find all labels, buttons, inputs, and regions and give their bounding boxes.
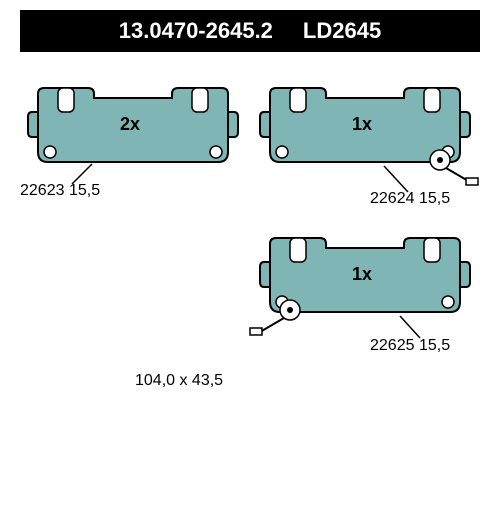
leader-tr [380, 164, 430, 198]
part-number: 13.0470-2645.2 [119, 18, 273, 43]
qty-label-tr: 1x [352, 114, 372, 135]
leader-tl [58, 162, 98, 192]
qty-label-b: 1x [352, 264, 372, 285]
dimensions-label: 104,0 x 43,5 [135, 372, 223, 390]
diagram-area: 2x 22623 15,5 1x 22624 15,5 [0, 52, 500, 472]
part-code: LD2645 [303, 18, 381, 43]
qty-label-tl: 2x [120, 114, 140, 135]
leader-b [398, 314, 448, 344]
header-bar: 13.0470-2645.2 LD2645 [20, 10, 480, 52]
